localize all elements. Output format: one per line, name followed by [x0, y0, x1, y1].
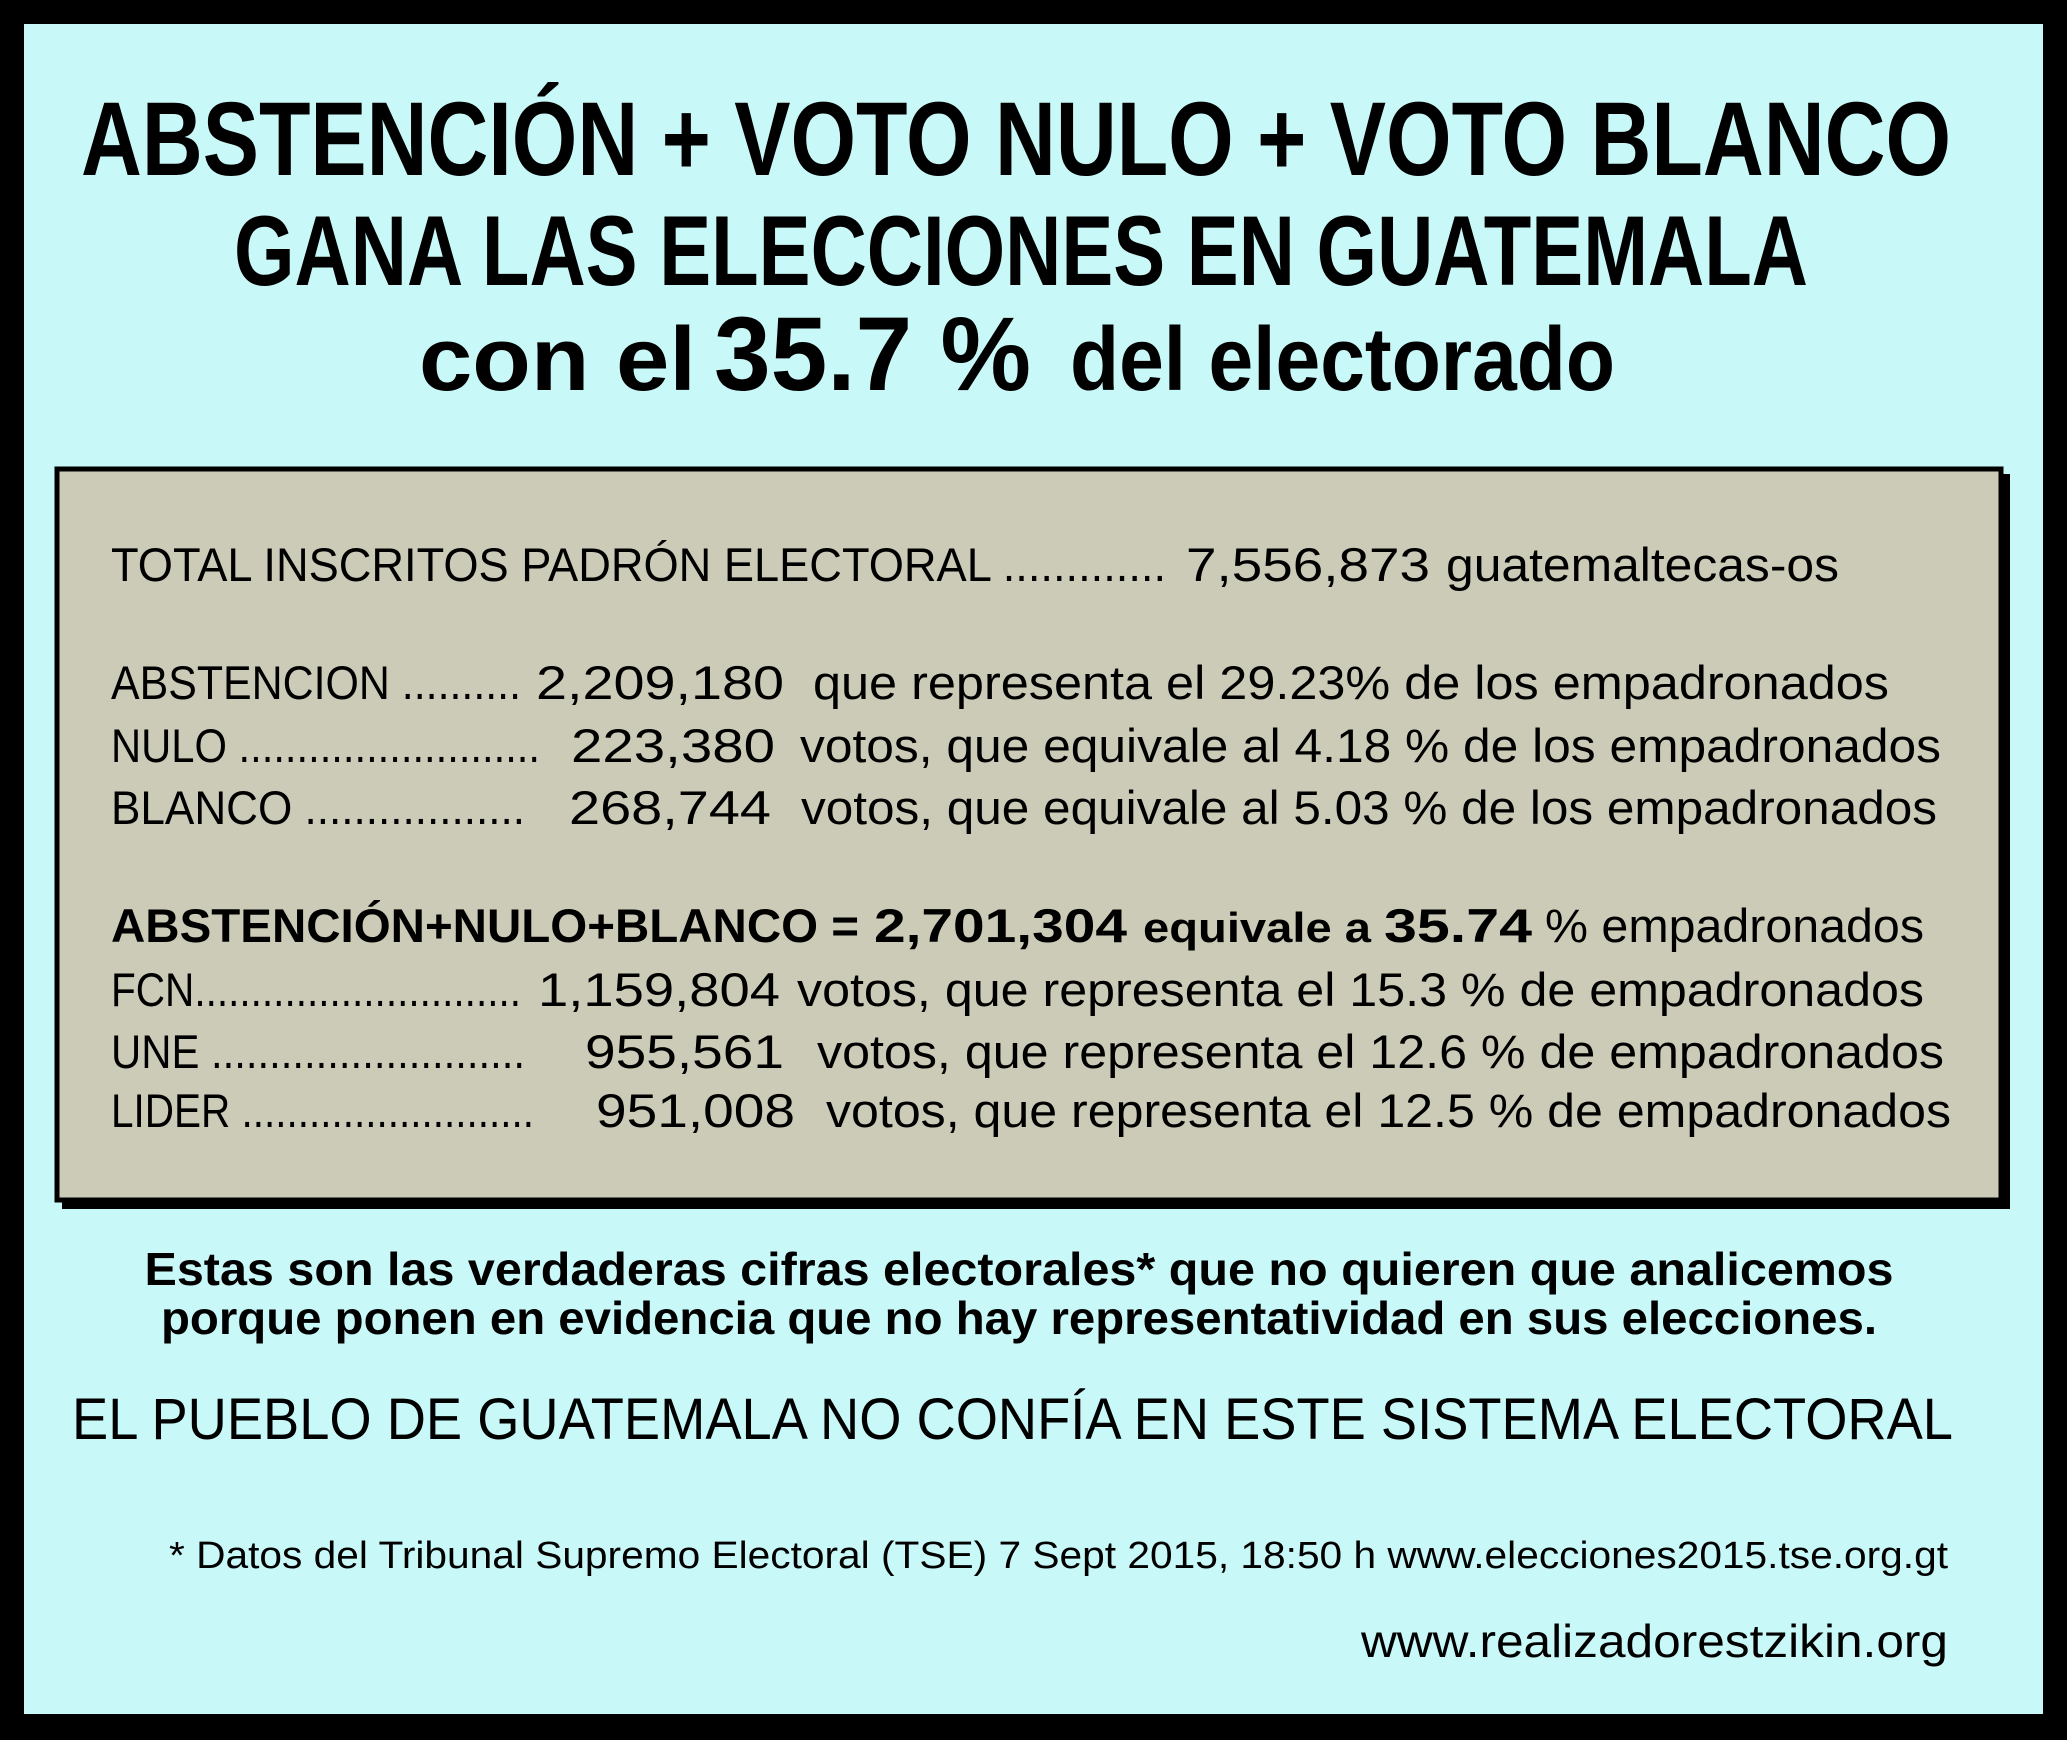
row-label: UNE ........................... — [111, 1025, 525, 1078]
row-label: TOTAL INSCRITOS PADRÓN ELECTORAL .......… — [111, 538, 1166, 591]
row-value: 955,561 — [585, 1025, 784, 1078]
texts: ABSTENCIÓN + VOTO NULO + VOTO BLANCOGANA… — [72, 81, 1953, 1667]
row-label: ABSTENCION .......... — [111, 656, 521, 709]
row-text: votos, que equivale al 5.03 % de los emp… — [801, 781, 1937, 834]
row-label: BLANCO .................. — [111, 781, 525, 834]
title-text: con el — [419, 310, 696, 410]
slogan: EL PUEBLO DE GUATEMALA NO CONFÍA EN ESTE… — [72, 1387, 1953, 1452]
row-label: NULO .......................... — [111, 719, 540, 772]
row-label: FCN............................. — [111, 963, 521, 1016]
row-text: votos, que equivale al 4.18 % de los emp… — [800, 719, 1941, 772]
row-text: votos, que representa el 15.3 % de empad… — [797, 963, 1924, 1016]
row-value: 2,209,180 — [536, 656, 784, 709]
website: www.realizadorestzikin.org — [1360, 1615, 1948, 1667]
row-value: 2,701,304 — [874, 899, 1127, 952]
source-note: * Datos del Tribunal Supremo Electoral (… — [169, 1535, 1948, 1577]
row-text: guatemaltecas-os — [1446, 538, 1839, 591]
row-text: % empadronados — [1545, 899, 1924, 952]
row-text: que representa el 29.23% de los empadron… — [813, 656, 1889, 709]
row-value: 35.74 — [1384, 899, 1532, 952]
row-label: LIDER .......................... — [111, 1084, 534, 1137]
title-line: GANA LAS ELECCIONES EN GUATEMALA — [234, 195, 1808, 306]
row-value: 268,744 — [569, 781, 771, 834]
title-text: del electorado — [1070, 310, 1615, 410]
summary-box — [54, 466, 2004, 1203]
row-value: 1,159,804 — [538, 963, 780, 1016]
row-label: ABSTENCIÓN+NULO+BLANCO = — [111, 899, 859, 952]
row-value: 7,556,873 — [1186, 538, 1430, 591]
row-value: 223,380 — [571, 719, 775, 772]
title-line: ABSTENCIÓN + VOTO NULO + VOTO BLANCO — [81, 81, 1951, 198]
message-line: porque ponen en evidencia que no hay rep… — [161, 1292, 1877, 1344]
row-text: equivale a — [1143, 904, 1372, 951]
row-text: votos, que representa el 12.6 % de empad… — [817, 1025, 1944, 1078]
row-text: votos, que representa el 12.5 % de empad… — [826, 1084, 1951, 1137]
message-line: Estas son las verdaderas cifras electora… — [145, 1243, 1894, 1295]
title-highlight: 35.7 % — [714, 296, 1031, 413]
row-value: 951,008 — [596, 1084, 795, 1137]
